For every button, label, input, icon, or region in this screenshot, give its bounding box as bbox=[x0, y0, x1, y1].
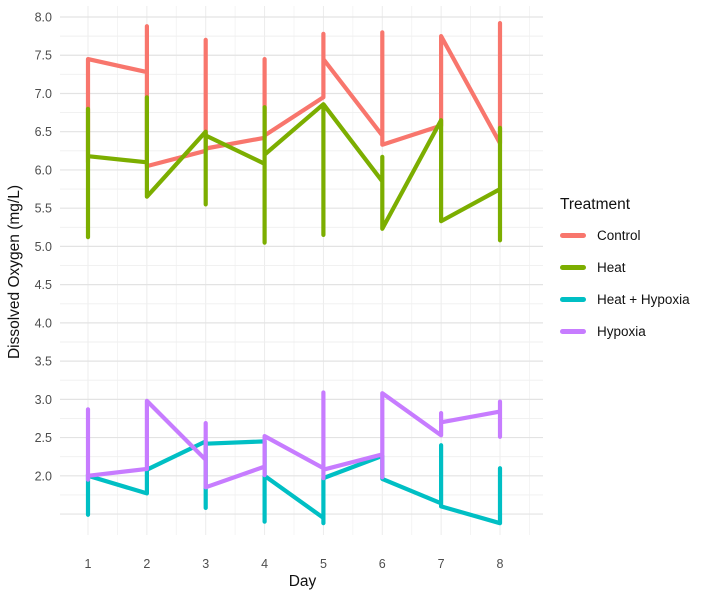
hypoxia-line-swatch-icon bbox=[560, 329, 586, 334]
x-tick-label: 7 bbox=[438, 557, 445, 571]
y-tick-label: 6.0 bbox=[35, 163, 52, 177]
x-axis-tick-labels: 1 2 3 4 5 6 7 8 bbox=[85, 557, 504, 571]
y-tick-label: 4.5 bbox=[35, 278, 52, 292]
legend-item-control: Control bbox=[560, 228, 690, 243]
legend-item-hypoxia: Hypoxia bbox=[560, 324, 690, 339]
x-tick-label: 6 bbox=[379, 557, 386, 571]
legend-title: Treatment bbox=[560, 196, 631, 213]
legend-item-heat: Heat bbox=[560, 260, 690, 275]
legend-label-heat-hypoxia: Heat + Hypoxia bbox=[597, 292, 690, 307]
x-tick-label: 2 bbox=[143, 557, 150, 571]
heat-hypoxia-line-swatch-icon bbox=[560, 297, 586, 302]
legend-label-control: Control bbox=[597, 228, 641, 243]
y-tick-label: 5.5 bbox=[35, 202, 52, 216]
x-tick-label: 3 bbox=[202, 557, 209, 571]
heat-line-swatch-icon bbox=[560, 265, 586, 270]
series-line-heat bbox=[85, 95, 503, 245]
x-tick-label: 1 bbox=[85, 557, 92, 571]
x-tick-label: 4 bbox=[261, 557, 268, 571]
y-tick-label: 4.0 bbox=[35, 316, 52, 330]
control-line-swatch-icon bbox=[560, 233, 586, 238]
y-tick-label: 7.5 bbox=[35, 49, 52, 63]
y-tick-label: 6.5 bbox=[35, 125, 52, 139]
x-tick-label: 5 bbox=[320, 557, 327, 571]
y-tick-label: 3.0 bbox=[35, 393, 52, 407]
legend-label-hypoxia: Hypoxia bbox=[597, 324, 646, 339]
y-tick-label: 3.5 bbox=[35, 355, 52, 369]
legend: Treatment Control Heat Heat + Hypoxia Hy… bbox=[560, 196, 690, 356]
legend-label-heat: Heat bbox=[597, 260, 626, 275]
series-line-hypoxia bbox=[85, 390, 503, 490]
y-tick-label: 8.0 bbox=[35, 11, 52, 25]
y-tick-label: 5.0 bbox=[35, 240, 52, 254]
x-axis-title: Day bbox=[288, 573, 317, 590]
y-tick-label: 2.5 bbox=[35, 431, 52, 445]
legend-item-heat-hypoxia: Heat + Hypoxia bbox=[560, 292, 690, 307]
x-tick-label: 8 bbox=[497, 557, 504, 571]
y-tick-label: 2.0 bbox=[35, 469, 52, 483]
y-axis-title: Dissolved Oxygen (mg/L) bbox=[6, 185, 23, 360]
y-tick-label: 7.0 bbox=[35, 87, 52, 101]
y-axis-tick-labels: 8.0 7.5 7.0 6.5 6.0 5.5 5.0 4.5 4.0 3.5 3.0 2.5 2.0 bbox=[35, 11, 52, 484]
